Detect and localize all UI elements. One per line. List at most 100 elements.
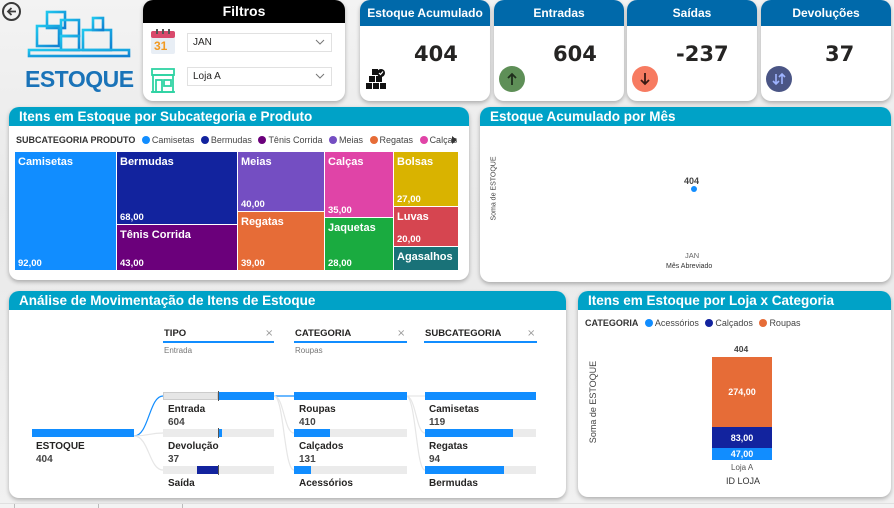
x-tick: Loja A [731, 463, 754, 472]
legend-item[interactable]: Regatas [379, 135, 414, 145]
kpi-value: -237 [676, 42, 729, 66]
node-regatas[interactable]: Regatas 94 [429, 441, 468, 465]
close-icon[interactable]: × [265, 328, 274, 339]
treemap-tile-bolsas[interactable]: Bolsas 27,00 [393, 151, 459, 207]
bar-legend: CATEGORIA Acessórios Calçados Roupas [585, 318, 800, 328]
treemap-card: Itens em Estoque por Subcategoria e Prod… [9, 107, 469, 280]
kpi-estoque-acumulado: Estoque Acumulado 404 [360, 0, 490, 101]
node-bar-bermudas[interactable] [425, 466, 504, 474]
page-tab[interactable] [98, 504, 182, 508]
kpi-saidas: Saídas -237 [627, 0, 757, 101]
level-header-tipo[interactable]: TIPO [164, 328, 187, 339]
treemap-tile-jaquetas[interactable]: Jaquetas 28,00 [324, 217, 394, 271]
logo-text: ESTOQUE [25, 66, 134, 92]
legend-item[interactable]: Acessórios [654, 318, 699, 328]
legend-item[interactable]: Roupas [769, 318, 801, 328]
line-chart-card: Estoque Acumulado por Mês Soma de ESTOQU… [480, 107, 891, 282]
legend-next-arrow-icon[interactable] [452, 136, 457, 144]
decomp-title: Análise de Movimentação de Itens de Esto… [9, 291, 566, 310]
data-point[interactable] [691, 186, 697, 192]
store-icon [150, 66, 176, 94]
node-bar-calcados[interactable] [294, 429, 330, 437]
month-dropdown-value: JAN [193, 37, 212, 48]
legend-item[interactable]: Calças [429, 135, 458, 145]
logo: ESTOQUE [25, 6, 134, 94]
arrow-up-icon [499, 66, 525, 92]
node-bar-roupas[interactable] [294, 392, 407, 400]
y-axis-label: Soma de ESTOQUE [490, 156, 498, 221]
kpi-value: 404 [414, 42, 458, 66]
kpi-title: Entradas [494, 0, 624, 26]
page-tab[interactable] [14, 504, 98, 508]
legend-item[interactable]: Calçados [715, 318, 753, 328]
line-chart-title: Estoque Acumulado por Mês [480, 107, 891, 126]
calendar-icon: 31 [150, 29, 176, 55]
node-roupas[interactable]: Roupas 410 [299, 404, 336, 428]
back-button[interactable] [2, 2, 21, 21]
kpi-entradas: Entradas 604 [494, 0, 624, 101]
node-entrada[interactable]: Entrada 604 [168, 404, 206, 428]
treemap-tile-regatas[interactable]: Regatas 39,00 [237, 211, 325, 271]
node-saida[interactable]: Saída [168, 478, 195, 489]
node-camisetas[interactable]: Camisetas 119 [429, 404, 480, 428]
legend-item[interactable]: Meias [338, 135, 363, 145]
node-bar-entrada[interactable] [219, 392, 274, 400]
filters-panel: Filtros 31 JAN Loja A [143, 0, 345, 101]
chevron-down-icon [315, 39, 325, 45]
back-arrow-circle-icon [6, 7, 16, 16]
node-bar-camisetas[interactable] [425, 392, 536, 400]
kpi-title: Estoque Acumulado [360, 0, 490, 26]
month-dropdown[interactable]: JAN [187, 33, 332, 52]
calendar-day: 31 [154, 39, 168, 53]
bar-segment-calcados[interactable]: 83,00 [712, 427, 772, 448]
stacked-bar-card: Itens em Estoque por Loja x Categoria CA… [578, 291, 891, 497]
node-acessorios[interactable]: Acessórios [299, 478, 353, 489]
bar-segment-roupas[interactable]: 274,00 [712, 357, 772, 427]
x-tick: JAN [685, 251, 700, 260]
store-dropdown[interactable]: Loja A [187, 67, 332, 86]
level-filter-categoria: Roupas [295, 346, 323, 355]
bar-segment-acessorios[interactable]: 47,00 [712, 448, 772, 460]
node-bar-devolucao[interactable] [219, 429, 222, 437]
filters-title: Filtros [143, 0, 345, 23]
y-axis-label: Soma de ESTOQUE [588, 360, 598, 444]
treemap-title: Itens em Estoque por Subcategoria e Prod… [9, 107, 469, 126]
bar-total-label: 404 [734, 344, 749, 354]
treemap-tile-luvas[interactable]: Luvas 20,00 [393, 206, 459, 247]
level-header-subcategoria[interactable]: SUBCATEGORIA [425, 328, 502, 339]
kpi-value: 37 [825, 42, 855, 66]
treemap-tile-bermudas[interactable]: Bermudas 68,00 [116, 151, 238, 225]
x-axis-label: ID LOJA [726, 476, 761, 486]
node-bermudas[interactable]: Bermudas [429, 478, 478, 489]
level-header-categoria[interactable]: CATEGORIA [295, 328, 352, 339]
root-bar[interactable] [32, 429, 134, 437]
treemap-tile-agasalhos[interactable]: Agasalhos [393, 246, 459, 271]
legend-title: CATEGORIA [585, 318, 639, 328]
level-filter-tipo: Entrada [164, 346, 193, 355]
decomp-tree-card: Análise de Movimentação de Itens de Esto… [9, 291, 566, 498]
node-bar-saida[interactable] [197, 466, 218, 474]
root-node[interactable]: ESTOQUE 404 [36, 441, 85, 465]
legend-item[interactable]: Camisetas [151, 135, 195, 145]
boxes-check-icon [365, 67, 389, 95]
arrow-down-icon [632, 66, 658, 92]
node-calcados[interactable]: Calçados 131 [299, 441, 344, 465]
treemap-tile-camisetas[interactable]: Camisetas 92,00 [14, 151, 117, 271]
legend-item[interactable]: Bermudas [210, 135, 252, 145]
treemap-legend: SUBCATEGORIA PRODUTO Camisetas Bermudas … [16, 135, 457, 145]
node-devolucao[interactable]: Devolução 37 [168, 441, 219, 465]
kpi-title: Devoluções [761, 0, 891, 26]
node-bar-acessorios[interactable] [294, 466, 311, 474]
warehouse-boxes-icon [27, 10, 131, 66]
legend-item[interactable]: Tênis Corrida [268, 135, 323, 145]
kpi-devolucoes: Devoluções 37 [761, 0, 891, 101]
treemap-tile-calcas[interactable]: Calças 35,00 [324, 151, 394, 218]
page-tab[interactable] [182, 504, 266, 508]
close-icon[interactable]: × [527, 328, 536, 339]
point-label: 404 [684, 176, 700, 186]
tree-connectors [133, 395, 426, 471]
close-icon[interactable]: × [397, 328, 406, 339]
treemap-tile-meias[interactable]: Meias 40,00 [237, 151, 325, 212]
node-bar-regatas[interactable] [425, 429, 513, 437]
treemap-tile-tenis-corrida[interactable]: Tênis Corrida 43,00 [116, 224, 238, 271]
